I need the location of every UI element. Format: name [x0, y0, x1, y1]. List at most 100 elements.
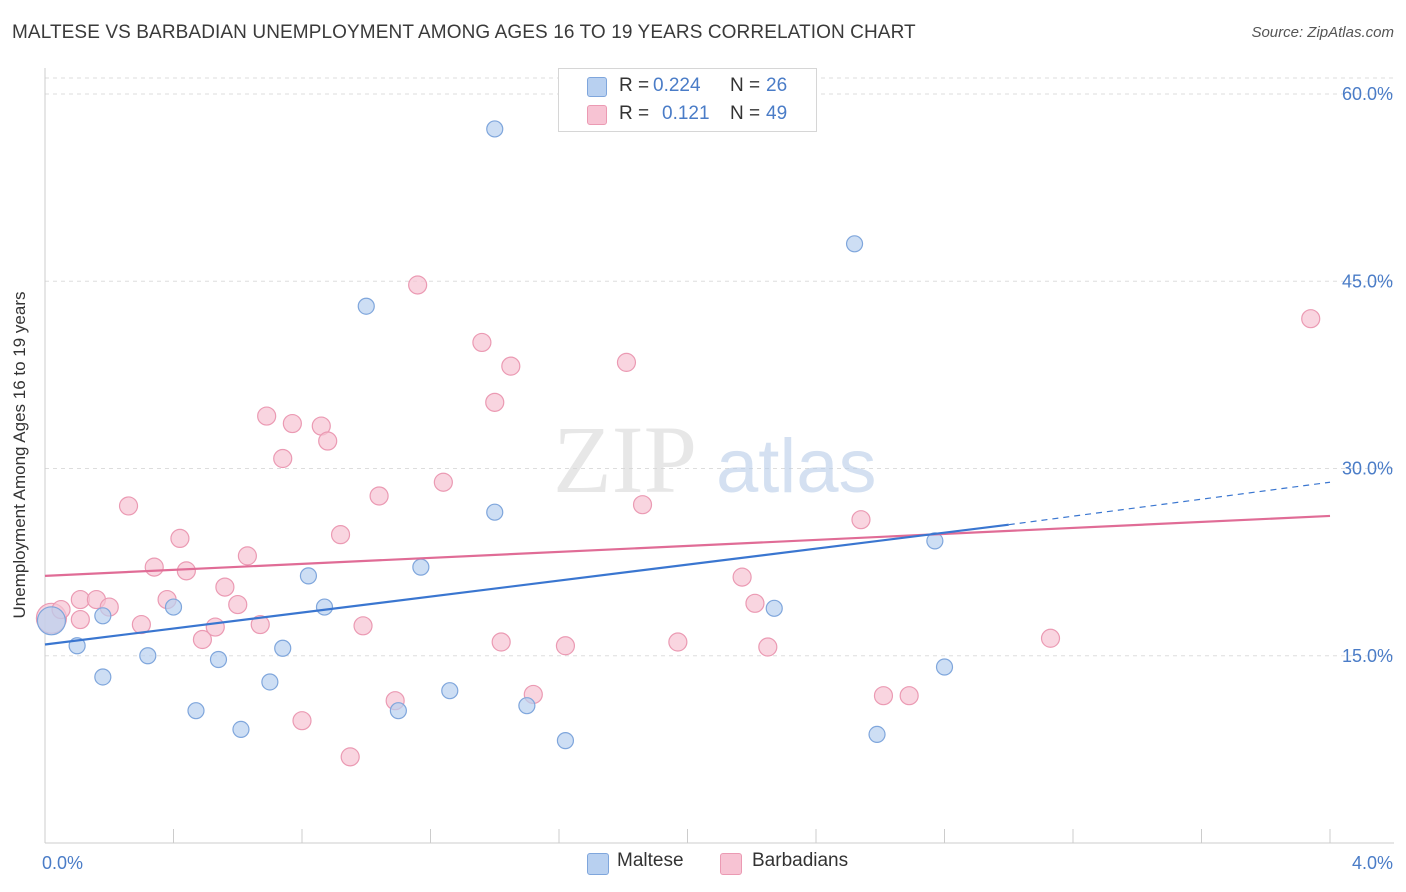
barbadians-point [273, 448, 293, 469]
barbadians-swatch [587, 105, 607, 125]
barbadians-point [899, 686, 919, 706]
trend-lines [44, 481, 1331, 646]
maltese-point [935, 658, 954, 676]
maltese-point [486, 120, 504, 138]
legend-row-barbadians: R = 0.121 N = 49 [559, 100, 816, 128]
grid-lines [45, 77, 1394, 657]
legend-stats: R = 0.224 N = 26 R = 0.121 N = 49 [558, 68, 817, 132]
chart-title: MALTESE VS BARBADIAN UNEMPLOYMENT AMONG … [12, 22, 916, 43]
maltese-points [36, 120, 954, 750]
barbadians-n-value: 49 [766, 103, 788, 124]
barbadians-point [485, 392, 505, 412]
barbadians-point [318, 431, 338, 451]
maltese-point [36, 606, 67, 636]
maltese-point [94, 607, 112, 625]
barbadians-point [70, 589, 90, 610]
x-tick-label: 4.0% [1352, 853, 1393, 873]
maltese-point [209, 650, 228, 669]
maltese-point [187, 702, 205, 720]
legend-barbadians-swatch [720, 853, 742, 875]
maltese-point [868, 725, 886, 743]
barbadians-point [215, 577, 235, 597]
maltese-point [765, 599, 783, 617]
barbadians-point [491, 632, 511, 652]
y-tick-label: 15.0% [1342, 646, 1393, 666]
chart-source: Source: ZipAtlas.com [1251, 24, 1394, 41]
axes [44, 68, 1394, 844]
y-tick-labels: 15.0% 30.0% 45.0% 60.0% [1342, 84, 1393, 666]
barbadians-r-value: 0.121 [662, 103, 710, 124]
x-tick-label: 0.0% [42, 853, 83, 873]
maltese-point [164, 598, 183, 616]
barbadians-point [1301, 309, 1321, 329]
y-tick-label: 45.0% [1342, 271, 1393, 291]
barbadians-point [555, 636, 576, 656]
barbadians-point [205, 617, 225, 637]
y-axis-label: Unemployment Among Ages 16 to 19 years [10, 291, 29, 619]
legend-maltese-swatch [587, 853, 609, 875]
barbadians-point [228, 594, 248, 615]
maltese-point [232, 720, 250, 739]
barbadians-point [192, 629, 213, 650]
maltese-point [486, 503, 504, 521]
barbadians-point [433, 472, 453, 492]
barbadians-point [353, 616, 373, 636]
legend-row-maltese: R = 0.224 N = 26 [559, 72, 816, 100]
maltese-point [556, 732, 575, 750]
maltese-point [389, 702, 407, 720]
barbadians-point [330, 525, 351, 545]
maltese-r-label: R = [619, 75, 650, 96]
barbadians-n-label: N = [730, 103, 761, 124]
barbadians-point [873, 686, 894, 706]
barbadians-point [118, 496, 139, 516]
barbadians-point [851, 510, 871, 530]
maltese-swatch [587, 77, 607, 97]
maltese-point [139, 647, 157, 665]
barbadians-point [170, 528, 190, 549]
barbadians-point [176, 561, 196, 581]
maltese-point [274, 639, 292, 657]
barbadians-point [250, 614, 270, 635]
maltese-point [441, 682, 459, 700]
barbadians-point [732, 567, 752, 587]
y-tick-label: 30.0% [1342, 459, 1393, 479]
maltese-point [261, 673, 279, 691]
barbadians-r-label: R = [619, 103, 650, 124]
barbadians-trend-line [44, 514, 1331, 577]
barbadians-point [501, 356, 521, 376]
maltese-point [357, 297, 375, 315]
maltese-trend-line [44, 523, 1009, 646]
barbadians-point [369, 486, 389, 506]
barbadians-point [745, 593, 765, 613]
barbadians-point [616, 352, 637, 372]
barbadians-point [70, 609, 90, 630]
legend-maltese-label: Maltese [617, 850, 684, 871]
maltese-point [94, 668, 112, 686]
barbadians-point [144, 557, 164, 577]
barbadians-point [632, 495, 653, 515]
barbadians-point [282, 413, 302, 434]
maltese-n-label: N = [730, 75, 761, 96]
maltese-r-value: 0.224 [653, 75, 701, 96]
watermark-atlas: atlas [716, 424, 877, 509]
maltese-point [518, 697, 536, 715]
barbadians-point [1040, 628, 1061, 648]
x-tick-labels: 0.0% 4.0% [42, 853, 1393, 873]
maltese-n-value: 26 [766, 75, 788, 96]
barbadians-point [472, 332, 492, 353]
barbadians-point [340, 747, 360, 767]
barbadians-point [292, 711, 312, 731]
barbadians-point [668, 632, 688, 652]
maltese-point [315, 598, 334, 616]
barbadians-point [408, 275, 428, 295]
y-tick-label: 60.0% [1342, 84, 1393, 104]
barbadians-point [758, 637, 778, 657]
watermark: ZIP atlas [553, 406, 877, 513]
maltese-point [845, 235, 864, 253]
barbadians-point [237, 546, 257, 566]
barbadians-point [257, 406, 277, 426]
maltese-point [412, 558, 430, 576]
barbadians-points [35, 275, 1321, 767]
maltese-point [299, 567, 318, 585]
